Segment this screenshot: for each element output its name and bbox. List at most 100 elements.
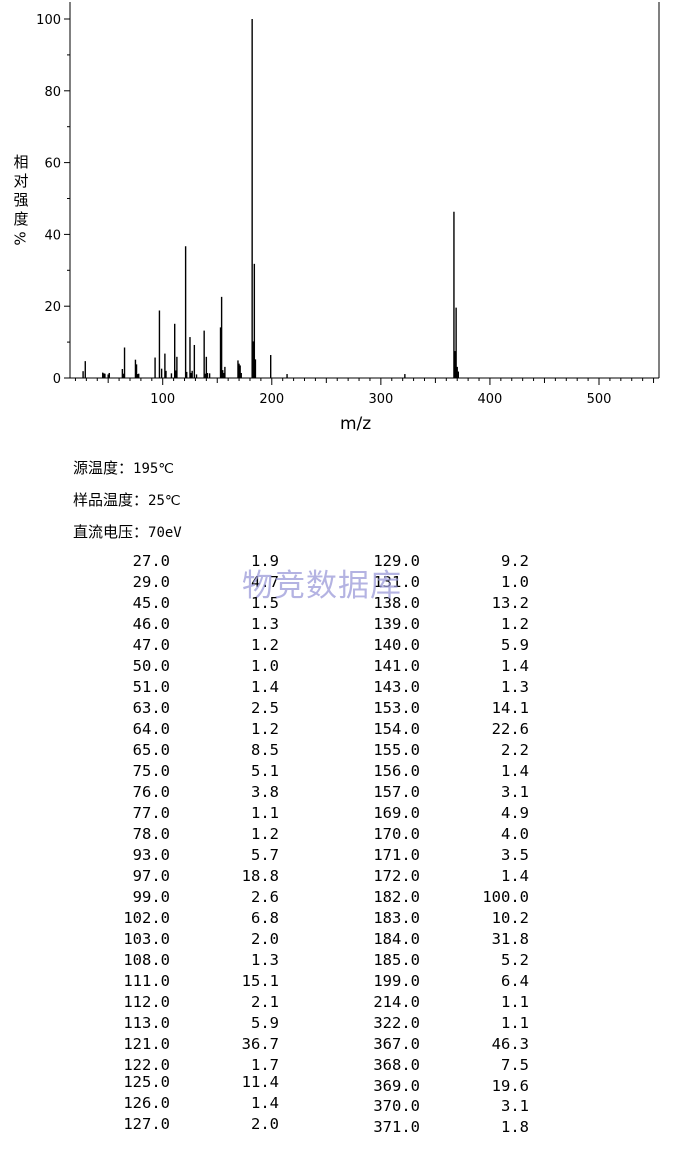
- abundance-value: 2.5: [251, 699, 279, 717]
- table-row: 182.0 100.0: [0, 888, 680, 909]
- abundance-value: 1.3: [251, 615, 279, 633]
- y-axis-label-char: 相: [13, 153, 29, 171]
- table-row: 370.0 3.1: [0, 1097, 680, 1118]
- abundance-value: 4.7: [251, 573, 279, 591]
- condition-label: 样品温度：: [73, 491, 149, 509]
- mass-spectrum-chart: 0 20 40 60 80 100 100 200 300 400 500: [36, 2, 660, 407]
- abundance-value: 1.2: [251, 720, 279, 738]
- mz-value: 64.0: [132, 720, 170, 738]
- mz-value: 172.0: [373, 867, 420, 885]
- mz-value: 141.0: [373, 657, 420, 675]
- mz-value: 126.0: [123, 1094, 170, 1112]
- abundance-value: 46.3: [491, 1035, 529, 1053]
- abundance-value: 2.0: [251, 1115, 279, 1133]
- table-row: 155.0 2.2: [0, 741, 680, 762]
- mz-value: 129.0: [373, 552, 420, 570]
- abundance-value: 5.7: [251, 846, 279, 864]
- condition-value: 70eV: [148, 525, 182, 541]
- table-row: 154.0 22.6: [0, 720, 680, 741]
- abundance-value: 1.4: [501, 762, 529, 780]
- table-row: 65.0 8.5: [0, 741, 680, 762]
- mz-value: 122.0: [123, 1056, 170, 1074]
- table-row: 143.0 1.3: [0, 678, 680, 699]
- table-row: 368.0 7.5: [0, 1056, 680, 1077]
- condition-label: 直流电压：: [73, 523, 149, 541]
- abundance-value: 1.0: [501, 573, 529, 591]
- mz-value: 154.0: [373, 720, 420, 738]
- mz-value: 108.0: [123, 951, 170, 969]
- table-row: 121.0 36.7: [0, 1035, 680, 1056]
- mz-value: 368.0: [373, 1056, 420, 1074]
- table-row: 64.0 1.2: [0, 720, 680, 741]
- table-row: 127.0 2.0: [0, 1115, 680, 1136]
- abundance-value: 2.0: [251, 930, 279, 948]
- abundance-value: 4.0: [501, 825, 529, 843]
- table-row: 125.0 11.4: [0, 1073, 680, 1094]
- mz-value: 97.0: [132, 867, 170, 885]
- mz-value: 183.0: [373, 909, 420, 927]
- abundance-value: 15.1: [241, 972, 279, 990]
- abundance-value: 1.2: [251, 825, 279, 843]
- mz-value: 155.0: [373, 741, 420, 759]
- table-row: 169.0 4.9: [0, 804, 680, 825]
- mz-value: 111.0: [123, 972, 170, 990]
- mz-value: 139.0: [373, 615, 420, 633]
- mz-value: 138.0: [373, 594, 420, 612]
- x-tick-label: 500: [587, 392, 612, 407]
- table-row: 367.0 46.3: [0, 1035, 680, 1056]
- mz-value: 78.0: [132, 825, 170, 843]
- abundance-value: 2.6: [251, 888, 279, 906]
- mz-value: 102.0: [123, 909, 170, 927]
- abundance-value: 14.1: [491, 699, 529, 717]
- abundance-value: 6.8: [251, 909, 279, 927]
- abundance-value: 18.8: [241, 867, 279, 885]
- abundance-value: 13.2: [491, 594, 529, 612]
- mz-value: 46.0: [132, 615, 170, 633]
- mz-value: 157.0: [373, 783, 420, 801]
- abundance-value: 3.8: [251, 783, 279, 801]
- abundance-value: 1.8: [501, 1118, 529, 1136]
- abundance-value: 5.1: [251, 762, 279, 780]
- table-row: 111.0 15.1: [0, 972, 680, 993]
- abundance-value: 1.4: [501, 867, 529, 885]
- table-row: 214.0 1.1: [0, 993, 680, 1014]
- mz-value: 93.0: [132, 846, 170, 864]
- table-row: 77.0 1.1: [0, 804, 680, 825]
- table-row: 46.0 1.3: [0, 615, 680, 636]
- table-row: 108.0 1.3: [0, 951, 680, 972]
- abundance-value: 3.1: [501, 783, 529, 801]
- x-tick-label: 200: [259, 392, 284, 407]
- mz-value: 63.0: [132, 699, 170, 717]
- table-row: 184.0 31.8: [0, 930, 680, 951]
- abundance-value: 1.2: [251, 636, 279, 654]
- mz-value: 29.0: [132, 573, 170, 591]
- condition-value: 195℃: [133, 461, 175, 477]
- abundance-value: 31.8: [491, 930, 529, 948]
- abundance-value: 1.3: [251, 951, 279, 969]
- abundance-value: 19.6: [491, 1077, 529, 1095]
- mz-value: 369.0: [373, 1077, 420, 1095]
- table-row: 199.0 6.4: [0, 972, 680, 993]
- mz-value: 47.0: [132, 636, 170, 654]
- abundance-value: 9.2: [501, 552, 529, 570]
- y-tick-label: 100: [36, 13, 61, 28]
- table-row: 170.0 4.0: [0, 825, 680, 846]
- abundance-value: 5.9: [501, 636, 529, 654]
- abundance-value: 2.2: [501, 741, 529, 759]
- mz-value: 27.0: [132, 552, 170, 570]
- abundance-value: 6.4: [501, 972, 529, 990]
- spectrum-peaks: [82, 19, 460, 378]
- source-temperature: 源温度：195℃: [73, 457, 174, 478]
- table-row: 157.0 3.1: [0, 783, 680, 804]
- table-row: 185.0 5.2: [0, 951, 680, 972]
- mz-value: 112.0: [123, 993, 170, 1011]
- abundance-value: 5.9: [251, 1014, 279, 1032]
- abundance-value: 1.7: [251, 1056, 279, 1074]
- mz-value: 113.0: [123, 1014, 170, 1032]
- table-row: 140.0 5.9: [0, 636, 680, 657]
- table-row: 369.0 19.6: [0, 1077, 680, 1097]
- abundance-value: 1.1: [501, 1014, 529, 1032]
- watermark: 物竞数据库: [242, 568, 402, 604]
- abundance-value: 8.5: [251, 741, 279, 759]
- abundance-value: 1.3: [501, 678, 529, 696]
